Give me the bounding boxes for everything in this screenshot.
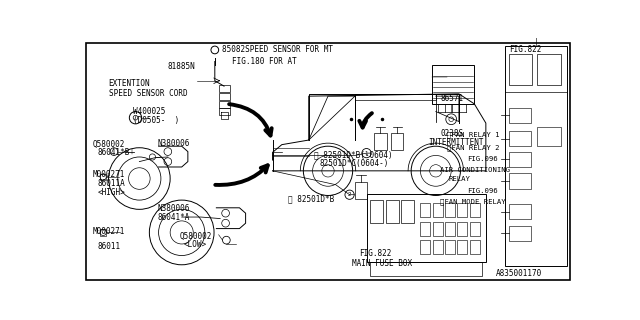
Bar: [509, 108, 531, 123]
Text: FIG.180 FOR AT: FIG.180 FOR AT: [232, 57, 297, 66]
Text: ①FAN RELAY 1: ①FAN RELAY 1: [447, 132, 500, 138]
Text: MAIN FUSE BOX: MAIN FUSE BOX: [351, 259, 412, 268]
Bar: [371, 200, 383, 223]
Text: AIR CONDITIONING: AIR CONDITIONING: [440, 167, 510, 173]
Text: N380006: N380006: [158, 139, 190, 148]
Text: 86571: 86571: [440, 93, 463, 102]
Text: 0238S: 0238S: [440, 129, 463, 138]
Bar: [445, 222, 455, 236]
Bar: [100, 229, 106, 236]
Bar: [220, 101, 230, 108]
Text: ②FAN MODE RELAY: ②FAN MODE RELAY: [440, 198, 506, 205]
Text: A835001170: A835001170: [495, 269, 542, 278]
Text: FIG.822: FIG.822: [359, 250, 392, 259]
Text: SPEED SENSOR CORD: SPEED SENSOR CORD: [109, 89, 188, 98]
Bar: [391, 133, 403, 150]
Bar: [509, 54, 532, 84]
Text: Q580002: Q580002: [92, 140, 125, 149]
Bar: [538, 127, 561, 146]
Text: EXTENTION: EXTENTION: [109, 79, 150, 89]
Bar: [509, 173, 531, 188]
Bar: [220, 85, 230, 92]
Bar: [374, 133, 387, 150]
Text: ① 82501D*B(-0604): ① 82501D*B(-0604): [314, 150, 393, 159]
Text: INTERMITTENT: INTERMITTENT: [428, 138, 484, 147]
Text: 86011: 86011: [97, 242, 120, 251]
Text: M000271: M000271: [92, 227, 125, 236]
Text: FIG.822: FIG.822: [509, 45, 541, 54]
Text: 81885N: 81885N: [168, 62, 196, 71]
Text: W400025: W400025: [133, 107, 166, 116]
Bar: [420, 240, 431, 254]
Bar: [401, 200, 414, 223]
Text: (D0505-  ): (D0505- ): [133, 116, 180, 125]
Text: 82501D*C(0604-): 82501D*C(0604-): [319, 159, 388, 168]
Text: 1: 1: [365, 151, 368, 156]
Bar: [220, 108, 230, 116]
Bar: [538, 54, 561, 84]
Text: ①FAN RELAY 2: ①FAN RELAY 2: [447, 144, 500, 151]
Bar: [509, 226, 531, 241]
Text: N380006: N380006: [158, 204, 190, 213]
Bar: [433, 203, 443, 217]
Bar: [420, 222, 431, 236]
Text: ② 82501D*B: ② 82501D*B: [287, 195, 334, 204]
Bar: [458, 203, 467, 217]
Bar: [433, 240, 443, 254]
Bar: [355, 182, 367, 198]
Bar: [386, 200, 399, 223]
Bar: [458, 240, 467, 254]
Text: 85082SPEED SENSOR FOR MT: 85082SPEED SENSOR FOR MT: [222, 45, 333, 54]
Bar: [470, 240, 480, 254]
Bar: [458, 222, 467, 236]
Bar: [100, 174, 106, 180]
Bar: [470, 222, 480, 236]
Bar: [445, 203, 455, 217]
Text: FIG.096: FIG.096: [467, 156, 497, 162]
Bar: [509, 204, 531, 219]
Bar: [432, 65, 474, 104]
Text: M000271: M000271: [92, 170, 125, 179]
Bar: [509, 152, 531, 167]
Text: RELAY: RELAY: [449, 176, 470, 182]
Text: 2: 2: [348, 192, 351, 197]
Bar: [220, 93, 230, 100]
Bar: [509, 131, 531, 146]
Text: 86041*A: 86041*A: [158, 213, 190, 222]
Bar: [420, 203, 431, 217]
Text: FIG.096: FIG.096: [467, 188, 497, 194]
Text: 86041*B: 86041*B: [97, 148, 130, 157]
Text: 86011A: 86011A: [97, 179, 125, 188]
Bar: [470, 203, 480, 217]
Text: <LOW>: <LOW>: [184, 240, 207, 249]
Bar: [433, 222, 443, 236]
Bar: [445, 240, 455, 254]
Bar: [505, 46, 566, 266]
Text: <HIGH>: <HIGH>: [97, 188, 125, 197]
Bar: [367, 194, 486, 262]
Text: Q580002: Q580002: [179, 231, 212, 241]
Bar: [371, 262, 482, 276]
